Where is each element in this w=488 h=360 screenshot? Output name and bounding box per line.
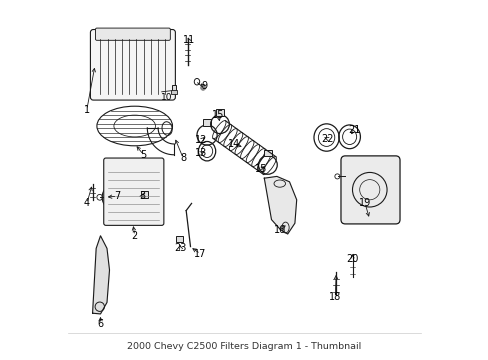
Text: 20: 20 [346,254,358,264]
Text: 2000 Chevy C2500 Filters Diagram 1 - Thumbnail: 2000 Chevy C2500 Filters Diagram 1 - Thu… [127,342,361,351]
Text: 12: 12 [195,135,207,145]
Bar [176,236,182,242]
Text: 13: 13 [195,148,207,158]
Bar [141,191,148,198]
Text: 1: 1 [83,105,90,115]
Text: 16: 16 [274,225,286,235]
Text: 15: 15 [212,110,224,120]
Bar [263,150,272,156]
Polygon shape [264,176,296,234]
Text: 11: 11 [182,35,194,45]
Text: 19: 19 [358,198,370,208]
Text: 6: 6 [97,319,103,329]
Bar [215,109,224,116]
Text: 10: 10 [161,93,172,102]
Text: 23: 23 [174,243,186,253]
Text: 18: 18 [328,292,341,302]
Text: 7: 7 [114,191,121,201]
Circle shape [200,85,205,90]
Text: 5: 5 [140,150,146,160]
FancyBboxPatch shape [95,28,170,40]
Text: 22: 22 [321,134,333,144]
Bar [170,90,177,94]
Text: 8: 8 [180,153,186,163]
FancyBboxPatch shape [90,30,175,100]
FancyBboxPatch shape [103,158,163,225]
Text: 9: 9 [201,81,207,91]
Text: 21: 21 [347,125,360,135]
Text: 3: 3 [139,191,144,201]
FancyBboxPatch shape [340,156,399,224]
Text: 2: 2 [131,231,138,241]
Text: 14: 14 [227,139,239,149]
Text: 17: 17 [194,249,206,259]
Polygon shape [92,236,109,314]
Bar [203,119,211,126]
Bar [171,85,176,91]
Text: 4: 4 [83,198,90,208]
Text: 15: 15 [254,164,266,174]
